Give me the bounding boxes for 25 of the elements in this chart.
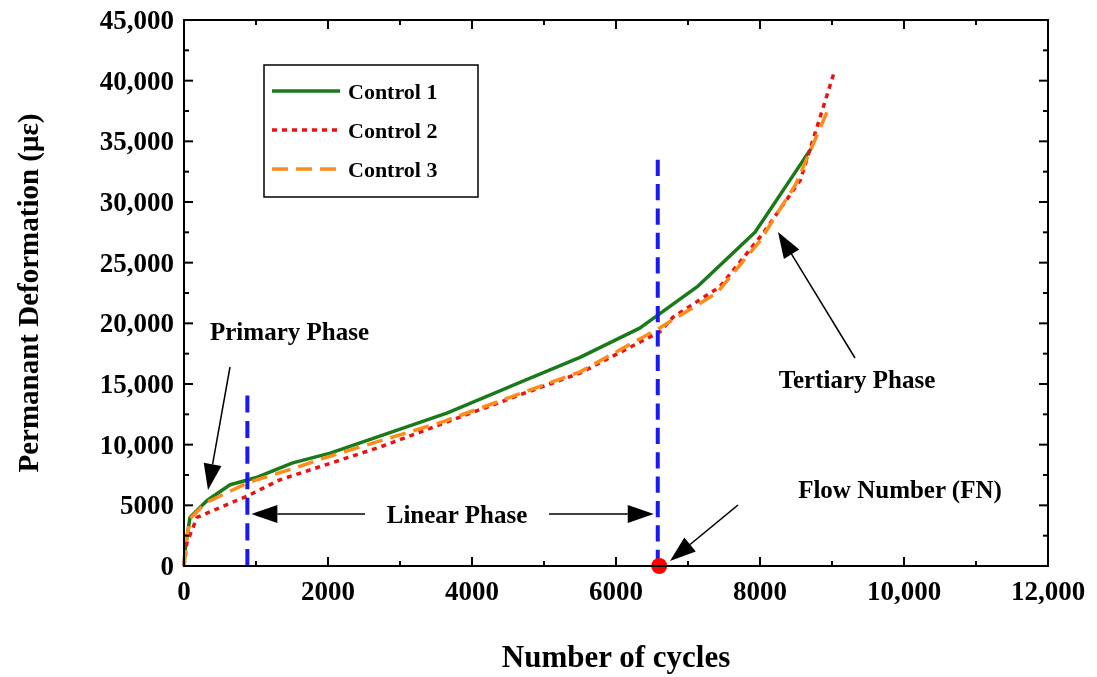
annotation: Primary Phase	[210, 318, 369, 345]
annotation: Flow Number (FN)	[798, 476, 1002, 504]
x-tick-label: 10,000	[866, 576, 942, 606]
legend-label: Control 3	[348, 157, 438, 182]
annotation: Linear Phase	[386, 501, 528, 528]
y-tick-label: 10,000	[99, 429, 174, 460]
legend-label: Control 2	[348, 118, 438, 143]
y-tick-label: 15,000	[99, 369, 174, 399]
y-tick-label: 35,000	[99, 126, 174, 157]
x-axis-title: Number of cycles	[501, 639, 731, 674]
y-tick-label: 45,000	[99, 5, 174, 35]
y-tick-label: 25,000	[99, 247, 174, 278]
x-tick-label: 6000	[589, 576, 643, 606]
x-tick-label: 12,000	[1010, 576, 1086, 606]
y-tick-label: 20,000	[99, 308, 174, 339]
y-axis-title: Permanant Deformation (με)	[12, 113, 45, 473]
x-tick-label: 2000	[301, 576, 355, 606]
y-tick-label: 30,000	[99, 187, 174, 217]
y-tick-label: 5000	[120, 490, 174, 521]
x-tick-label: 4000	[445, 576, 499, 606]
legend-label: Control 1	[348, 79, 438, 104]
y-tick-label: 40,000	[99, 65, 174, 96]
y-tick-label: 0	[160, 551, 174, 581]
annotation: Tertiary Phase	[778, 366, 936, 393]
x-tick-label: 8000	[733, 576, 787, 606]
